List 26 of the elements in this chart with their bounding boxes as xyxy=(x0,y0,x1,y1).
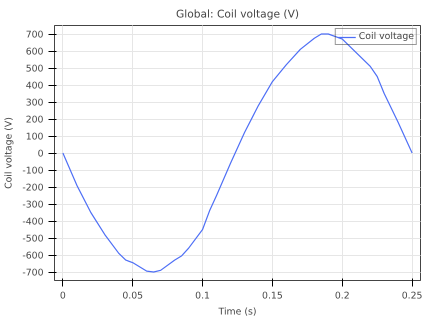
x-tick-label: 0.1 xyxy=(195,290,210,302)
y-tick-label: -400 xyxy=(22,216,44,228)
line-series xyxy=(62,33,413,273)
x-tick-label: 0.15 xyxy=(262,290,283,302)
y-tick-label: 700 xyxy=(26,30,44,40)
y-tick-label: 200 xyxy=(26,114,44,126)
y-tick-label: 400 xyxy=(26,80,44,92)
x-tick-label: 0.25 xyxy=(402,290,423,302)
y-tick-label: -300 xyxy=(22,200,44,210)
y-tick-label: -200 xyxy=(22,182,44,194)
y-tick-label: 0 xyxy=(38,148,44,160)
x-tick-label: 0.05 xyxy=(122,290,144,302)
y-tick-label: -500 xyxy=(22,234,44,244)
y-tick-label: 300 xyxy=(26,98,44,108)
y-axis-title: Coil voltage (V) xyxy=(3,117,14,189)
x-tick-label: 0.2 xyxy=(334,290,350,302)
x-tick-label: 0 xyxy=(60,290,66,302)
legend-label: Coil voltage xyxy=(358,31,414,42)
y-tick-label: -600 xyxy=(22,250,44,262)
y-tick-label: 500 xyxy=(26,64,44,74)
y-tick-label: 600 xyxy=(26,46,44,58)
x-axis-title: Time (s) xyxy=(218,306,256,318)
y-tick-label: -100 xyxy=(22,166,44,176)
y-tick-label: -700 xyxy=(22,268,44,278)
chart-title: Global: Coil voltage (V) xyxy=(176,8,300,20)
y-tick-label: 100 xyxy=(26,132,44,142)
